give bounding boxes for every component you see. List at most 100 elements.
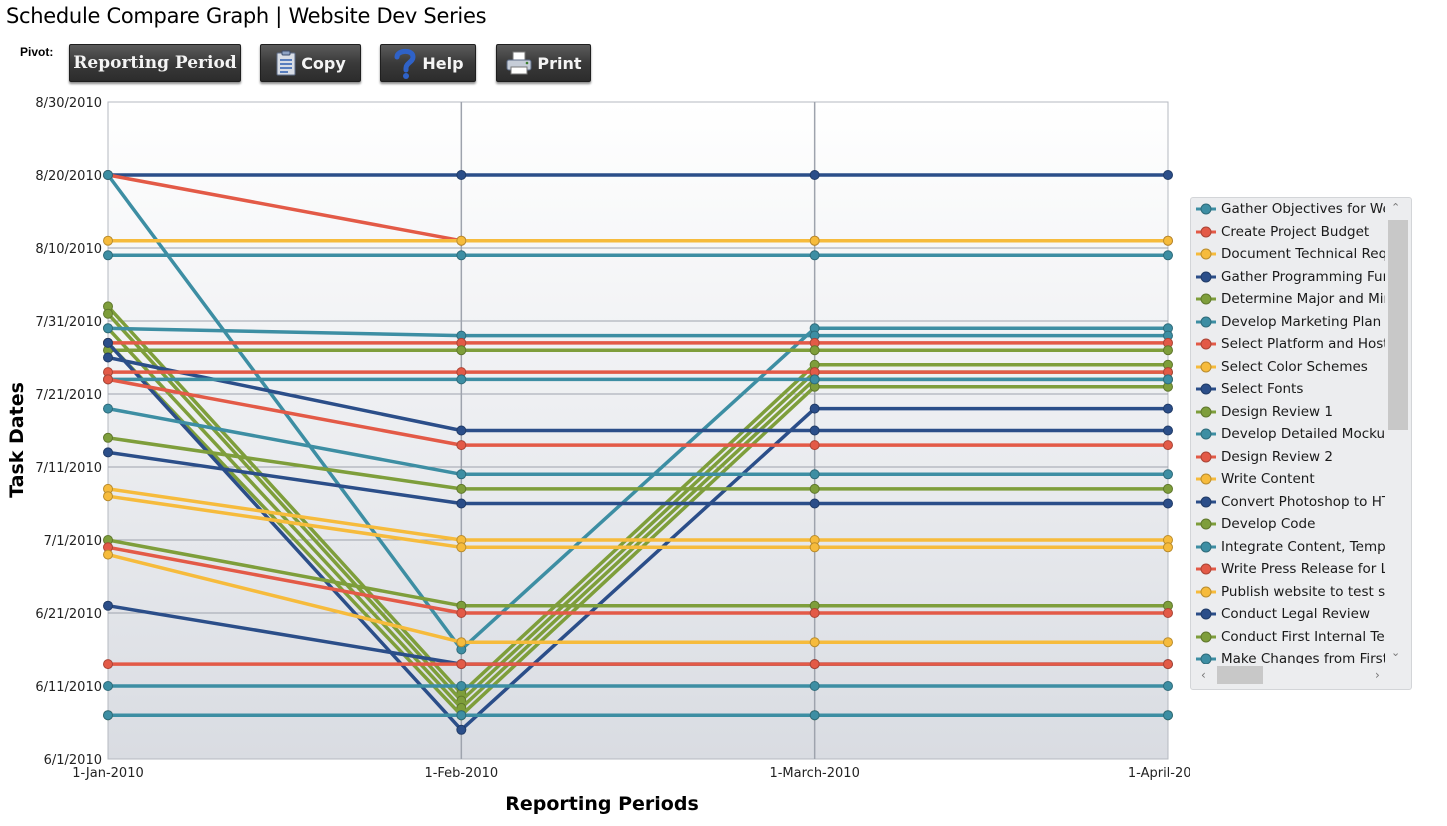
data-point[interactable] [456, 469, 467, 480]
series-group[interactable] [103, 235, 1173, 246]
data-point[interactable] [456, 374, 467, 385]
data-point[interactable] [103, 447, 113, 458]
series-group[interactable] [103, 323, 1173, 341]
series-group[interactable] [103, 403, 1173, 480]
data-point[interactable] [1163, 440, 1173, 451]
data-point[interactable] [1163, 250, 1173, 261]
data-point[interactable] [1163, 170, 1173, 180]
series-group[interactable] [103, 337, 1173, 735]
data-point[interactable] [103, 337, 113, 348]
series-group[interactable] [103, 483, 1173, 545]
series-line[interactable] [107, 538, 1168, 608]
data-point[interactable] [1163, 542, 1173, 553]
scroll-up-arrow-icon[interactable]: ⌃ [1391, 201, 1401, 214]
data-point[interactable] [103, 491, 113, 502]
data-point[interactable] [1163, 483, 1173, 494]
data-point[interactable] [103, 170, 113, 180]
scroll-left-arrow-icon[interactable]: ‹ [1201, 668, 1206, 682]
series-group[interactable] [103, 491, 1173, 553]
series-line[interactable] [107, 406, 1168, 477]
series-group[interactable] [103, 710, 1173, 721]
series-line[interactable] [107, 436, 1168, 491]
scroll-down-arrow-icon[interactable]: ⌄ [1391, 646, 1401, 659]
data-point[interactable] [456, 608, 467, 618]
series-group[interactable] [103, 549, 1173, 648]
series-line[interactable] [107, 494, 1168, 550]
data-point[interactable] [103, 323, 113, 334]
help-button[interactable]: Help [380, 44, 476, 82]
data-point[interactable] [456, 659, 467, 670]
data-point[interactable] [103, 549, 113, 560]
data-point[interactable] [456, 345, 467, 356]
data-point[interactable] [1163, 235, 1173, 246]
data-point[interactable] [456, 724, 467, 735]
legend-item[interactable]: Publish website to test server [1195, 581, 1385, 604]
data-point[interactable] [456, 498, 467, 509]
data-point[interactable] [1163, 710, 1173, 721]
series-line[interactable] [107, 552, 1168, 644]
data-point[interactable] [103, 710, 113, 721]
legend-item[interactable]: Write Press Release for Launch [1195, 558, 1385, 581]
data-point[interactable] [809, 403, 820, 414]
data-point[interactable] [103, 403, 113, 414]
data-point[interactable] [809, 374, 820, 385]
data-point[interactable] [809, 498, 820, 509]
data-point[interactable] [456, 637, 467, 648]
data-point[interactable] [456, 170, 467, 180]
legend-item[interactable]: Conduct Legal Review [1195, 603, 1385, 626]
data-point[interactable] [456, 542, 467, 553]
series-line[interactable] [106, 341, 1168, 717]
data-point[interactable] [103, 374, 113, 385]
legend-item[interactable]: Design Review 2 [1195, 446, 1385, 469]
series-line[interactable] [107, 377, 1168, 447]
series-group[interactable] [103, 535, 1173, 611]
data-point[interactable] [456, 425, 467, 436]
data-point[interactable] [1163, 681, 1173, 691]
data-point[interactable] [809, 710, 820, 721]
data-point[interactable] [1163, 608, 1173, 618]
legend-item[interactable]: Develop Code [1195, 513, 1385, 536]
legend-item[interactable]: Make Changes from First Test [1195, 648, 1385, 664]
series-line[interactable] [107, 355, 1168, 433]
legend-item[interactable]: Create Project Budget [1195, 221, 1385, 244]
data-point[interactable] [456, 710, 467, 721]
legend-item[interactable]: Gather Programming Functions [1195, 266, 1385, 289]
data-point[interactable] [103, 659, 113, 670]
legend-item[interactable]: Develop Detailed Mockups [1195, 423, 1385, 446]
legend-vertical-scroll-thumb[interactable] [1388, 220, 1408, 430]
data-point[interactable] [809, 440, 820, 451]
data-point[interactable] [809, 235, 820, 246]
data-point[interactable] [103, 432, 113, 443]
data-point[interactable] [1163, 637, 1173, 648]
series-line[interactable] [106, 305, 1168, 696]
data-point[interactable] [456, 440, 467, 451]
legend-item[interactable]: Develop Marketing Plan [1195, 311, 1385, 334]
data-point[interactable] [456, 235, 467, 246]
series-line[interactable] [107, 487, 1168, 542]
series-group[interactable] [103, 542, 1173, 618]
data-point[interactable] [456, 681, 467, 691]
series-group[interactable] [103, 681, 1173, 691]
data-point[interactable] [809, 608, 820, 618]
series-line[interactable] [107, 450, 1168, 506]
legend-item[interactable]: Write Content [1195, 468, 1385, 491]
legend-item[interactable]: Convert Photoshop to HTML [1195, 491, 1385, 514]
legend-item[interactable]: Integrate Content, Templates [1195, 536, 1385, 559]
series-group[interactable] [103, 352, 1173, 436]
series-line[interactable] [107, 326, 1168, 338]
series-group[interactable] [103, 447, 1173, 509]
series-group[interactable] [103, 374, 1173, 451]
data-point[interactable] [103, 681, 113, 691]
legend-horizontal-scrollbar[interactable]: ‹ › [1195, 666, 1387, 686]
data-point[interactable] [1163, 403, 1173, 414]
data-point[interactable] [1163, 659, 1173, 670]
print-button[interactable]: Print [496, 44, 591, 82]
series-group[interactable] [103, 432, 1173, 494]
data-point[interactable] [1163, 374, 1173, 385]
data-point[interactable] [809, 469, 820, 480]
data-point[interactable] [809, 425, 820, 436]
data-point[interactable] [809, 637, 820, 648]
data-point[interactable] [456, 483, 467, 494]
data-point[interactable] [1163, 498, 1173, 509]
reporting-period-button[interactable]: Reporting Period [69, 44, 241, 82]
